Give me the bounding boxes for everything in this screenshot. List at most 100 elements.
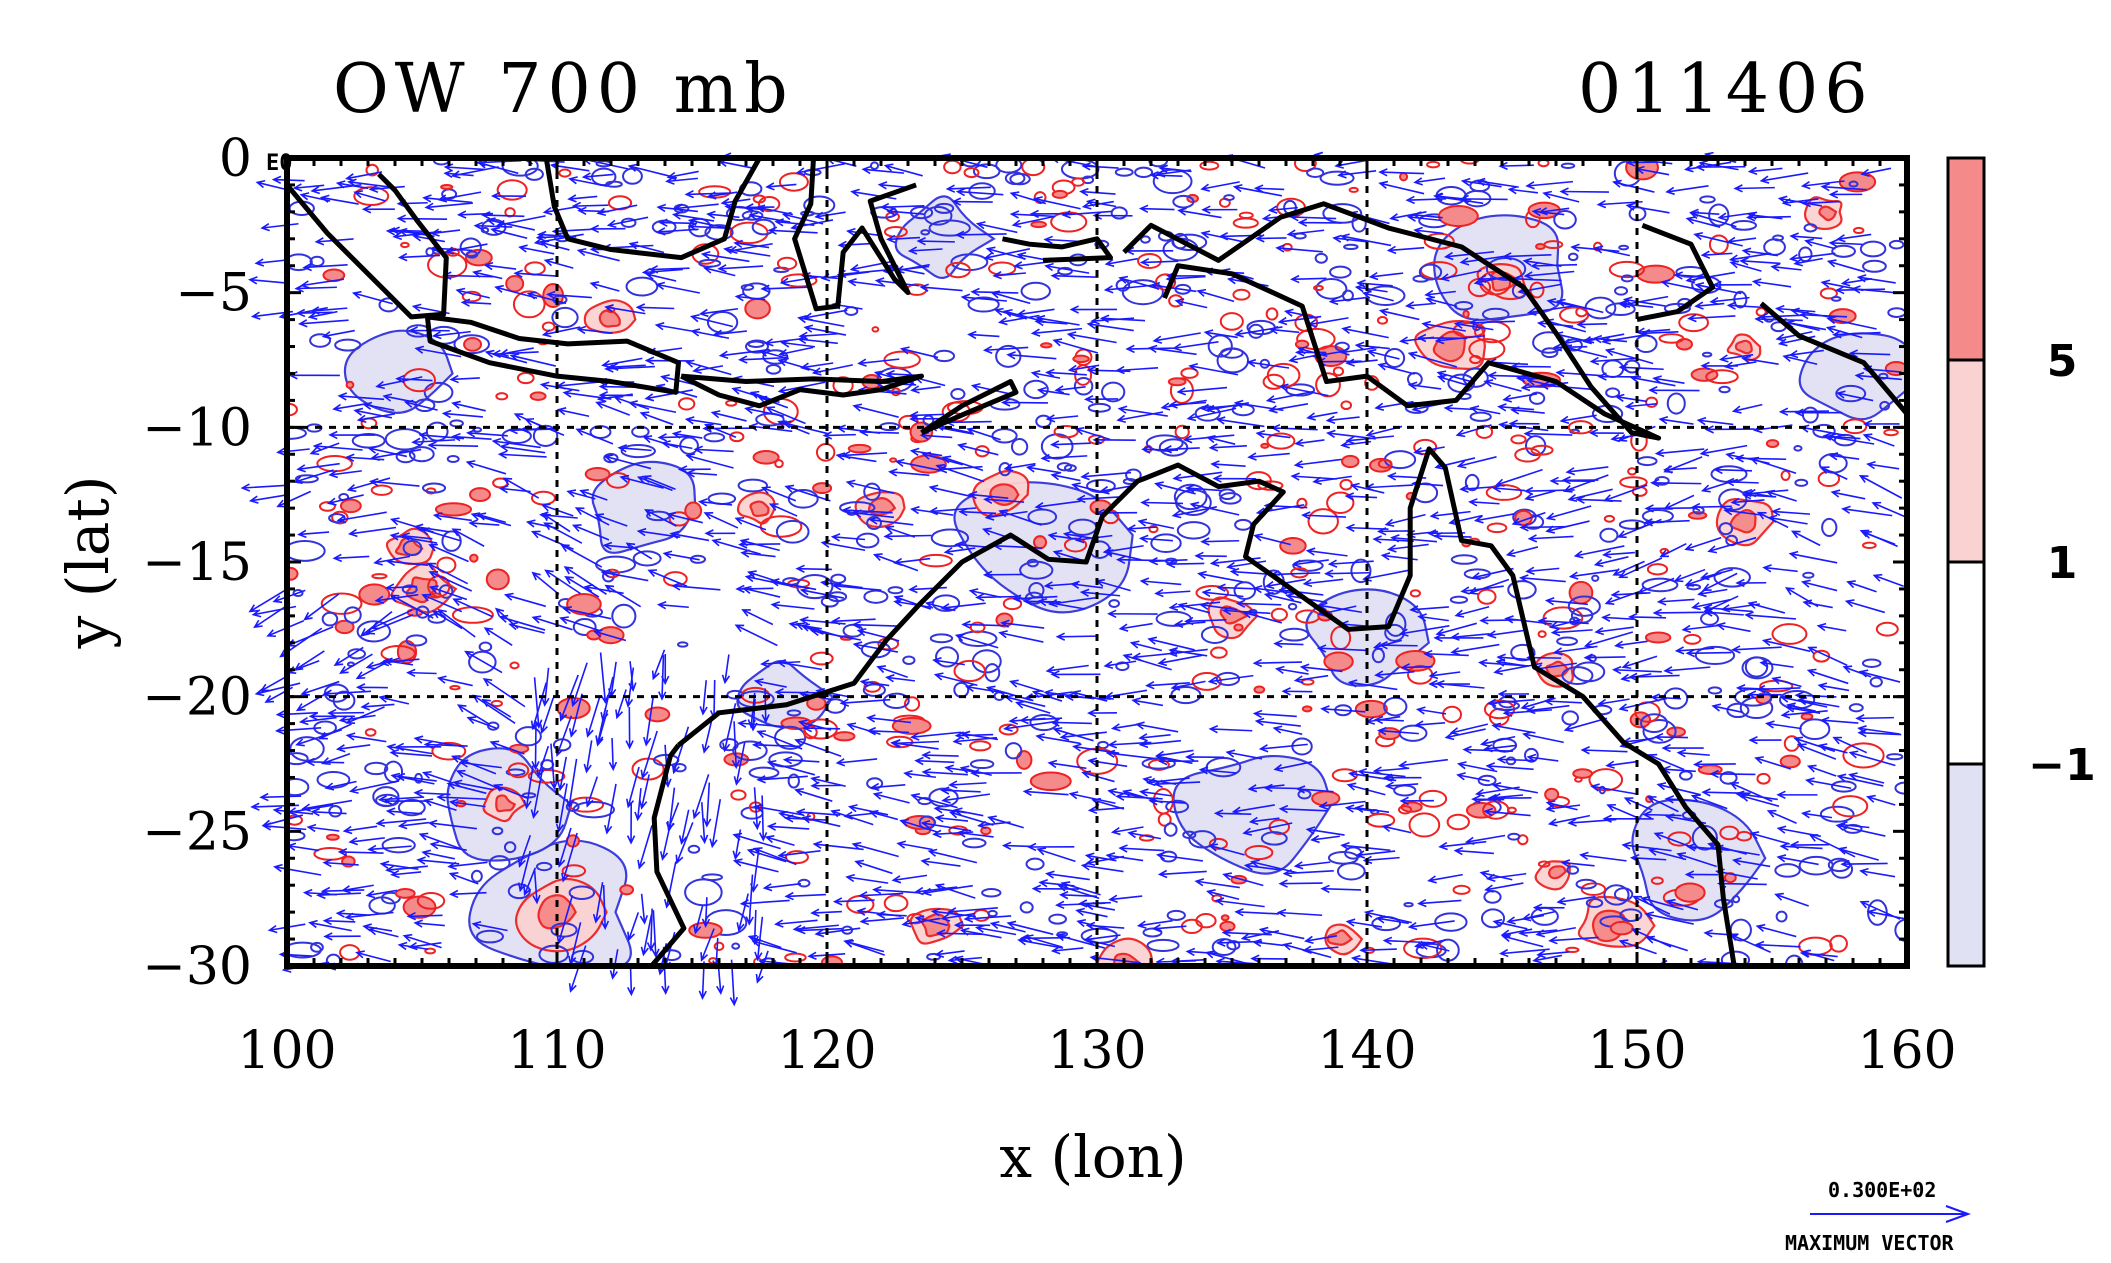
wind-vector (1115, 365, 1159, 375)
wind-vector (1407, 381, 1442, 390)
coast-lesser-sunda (680, 373, 924, 409)
wind-vector (1505, 546, 1539, 558)
wind-vector (727, 242, 773, 254)
positive-contour (449, 685, 461, 691)
wind-vector (386, 743, 433, 755)
wind-vector (765, 182, 797, 191)
wind-vector (541, 667, 550, 707)
wind-vector (703, 782, 712, 828)
wind-vector (466, 429, 508, 438)
wind-vector (841, 450, 888, 460)
wind-vector (1022, 787, 1069, 797)
wind-vector (909, 411, 945, 420)
wind-vector (422, 194, 473, 204)
wind-vector (1826, 433, 1875, 445)
wind-vector (1606, 803, 1639, 819)
negative-contour (737, 478, 769, 493)
wind-vector (1110, 826, 1144, 836)
wind-vector (846, 722, 881, 735)
positive-contour (1574, 776, 1583, 783)
wind-vector (1085, 198, 1117, 208)
negative-contour (1176, 521, 1211, 540)
wind-vector (1665, 898, 1699, 911)
wind-vector (1552, 343, 1588, 352)
wind-vector (1858, 474, 1903, 499)
wind-vector (651, 910, 660, 959)
wind-vector (1492, 918, 1528, 930)
wind-vector (1186, 407, 1237, 422)
negative-contour (402, 539, 423, 557)
wind-vector (1674, 646, 1715, 655)
wind-vector (879, 202, 925, 212)
wind-vector (1151, 924, 1187, 933)
wind-vector (1378, 168, 1425, 177)
positive-contour (1426, 160, 1441, 169)
wind-vector (1699, 444, 1748, 457)
wind-vector (1282, 869, 1334, 878)
wind-vector (940, 786, 981, 795)
negative-contour (1383, 696, 1408, 717)
wind-vector (1846, 580, 1877, 593)
wind-vector (1139, 577, 1182, 586)
negative-contour (1477, 774, 1497, 787)
positive-contour (1148, 524, 1159, 534)
wind-vector (406, 911, 443, 921)
wind-vector (430, 228, 461, 237)
wind-vector (1429, 510, 1471, 520)
wind-vector (1741, 247, 1778, 257)
wind-vector (1036, 847, 1076, 863)
wind-vector (1728, 933, 1771, 953)
wind-vector (1413, 177, 1446, 186)
negative-contour (787, 489, 819, 509)
negative-contour (1171, 233, 1208, 251)
y-tick-labels: 0−5−10−15−20−25−30 (142, 129, 252, 997)
wind-vector (852, 403, 899, 418)
positive-contour (1167, 377, 1187, 387)
wind-vector (603, 454, 652, 470)
positive-contour (1468, 338, 1506, 361)
wind-vector (843, 938, 885, 953)
wind-vector (1642, 810, 1682, 819)
wind-vector (692, 774, 710, 820)
wind-vector (286, 842, 319, 852)
wind-vector (625, 542, 653, 560)
negative-contour (1481, 307, 1510, 321)
wind-vector (1835, 285, 1886, 295)
wind-vector (1104, 689, 1148, 701)
negative-contour (929, 633, 954, 644)
wind-vector (1427, 873, 1463, 884)
negative-area (894, 195, 996, 279)
wind-vector (1339, 346, 1380, 356)
wind-vector (1253, 184, 1285, 193)
wind-vector (1138, 739, 1182, 749)
wind-vector (1697, 588, 1728, 598)
positive-contour (1232, 217, 1259, 229)
wind-vector (1047, 532, 1082, 541)
wind-vector (427, 819, 477, 830)
wind-vector (1263, 591, 1302, 604)
wind-vector (1640, 895, 1684, 911)
wind-vector (798, 331, 839, 340)
wind-vector (344, 911, 394, 921)
negative-contour (731, 942, 741, 950)
positive-contour (1442, 705, 1463, 724)
wind-vector (1759, 172, 1809, 184)
positive-contour (1486, 522, 1508, 534)
wind-vector (1562, 474, 1609, 493)
wind-vector (1836, 773, 1884, 787)
negative-contour (887, 586, 904, 595)
y-tick-label: −10 (142, 398, 252, 458)
wind-vector (1550, 628, 1593, 637)
wind-vector (604, 304, 646, 315)
wind-vector (778, 346, 814, 358)
wind-vector (483, 627, 513, 646)
wind-vector (443, 163, 485, 172)
wind-vector (1049, 440, 1091, 449)
positive-contour (358, 583, 391, 606)
wind-vector (456, 704, 490, 726)
wind-vector (375, 376, 423, 390)
wind-vector (585, 697, 601, 738)
wind-vector (812, 840, 864, 851)
wind-vector (328, 430, 376, 440)
negative-contour (1215, 671, 1241, 687)
